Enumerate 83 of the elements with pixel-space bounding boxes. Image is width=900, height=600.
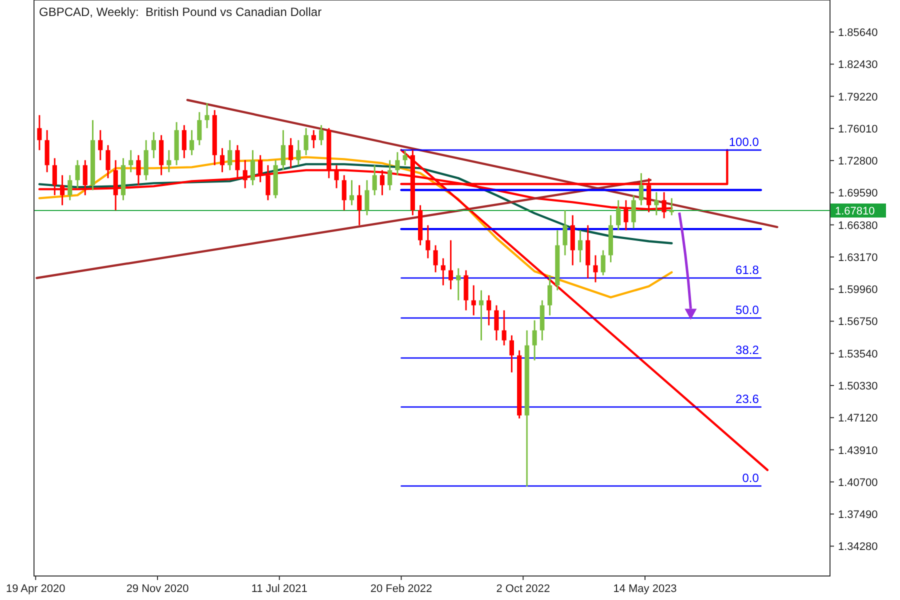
candlestick <box>166 149 172 173</box>
y-tick-label: 1.37490 <box>838 509 878 522</box>
candlestick <box>578 229 583 264</box>
candlestick <box>318 124 324 146</box>
candlestick <box>250 149 256 186</box>
candlestick <box>190 129 194 156</box>
candlestick <box>357 184 362 226</box>
candlestick <box>60 174 65 206</box>
candlestick <box>388 159 392 191</box>
candlestick <box>600 250 606 276</box>
series-label: 38.2 <box>736 342 760 357</box>
candlestick <box>448 240 454 290</box>
y-tick-label: 1.47120 <box>838 412 878 425</box>
x-tick-label: 2 Oct 2022 <box>496 583 550 595</box>
candlestick <box>37 114 42 151</box>
candlestick <box>98 129 103 161</box>
candlestick <box>128 149 134 173</box>
candlestick <box>440 258 446 286</box>
y-tick-label: 1.40700 <box>838 476 878 489</box>
x-tick-label: 29 Nov 2020 <box>126 583 189 595</box>
candlestick <box>638 172 644 206</box>
y-tick-label: 1.82430 <box>838 59 878 72</box>
candlestick <box>197 111 202 146</box>
candlestick <box>402 149 408 166</box>
candlestick <box>304 127 308 156</box>
candlestick <box>182 124 186 159</box>
x-tick-label: 11 Jul 2021 <box>251 583 308 595</box>
candlestick <box>395 151 400 176</box>
y-tick-label: 1.56750 <box>838 316 878 328</box>
y-tick-label: 1.72800 <box>838 156 878 168</box>
x-tick-label: 19 Apr 2020 <box>6 583 66 595</box>
y-tick-label: 1.59960 <box>838 284 878 296</box>
x-tick-label: 14 May 2023 <box>613 583 677 595</box>
candlestick <box>562 209 568 256</box>
candlestick <box>494 304 499 342</box>
candlestick <box>532 320 537 362</box>
candlestick <box>593 254 598 284</box>
y-tick-label: 1.79220 <box>838 91 878 104</box>
y-tick-label: 1.34280 <box>838 541 878 554</box>
candlestick <box>349 179 354 206</box>
candlestick <box>204 102 210 129</box>
candlestick <box>220 147 225 173</box>
candlestick <box>433 244 438 274</box>
x-tick-label: 20 Feb 2022 <box>370 583 432 595</box>
candlestick <box>471 284 476 316</box>
candlestick <box>548 274 552 316</box>
candlestick <box>342 174 346 211</box>
candlestick <box>456 268 461 302</box>
y-tick-label: 1.43910 <box>838 444 878 457</box>
candlestick <box>280 129 286 171</box>
candlestick <box>372 164 377 196</box>
candlestick <box>631 194 636 229</box>
y-tick-label: 1.50330 <box>838 380 878 392</box>
candlestick <box>478 290 484 342</box>
y-tick-label: 1.69590 <box>838 188 878 200</box>
y-tick-label: 1.76010 <box>838 123 878 136</box>
series-label: 50.0 <box>736 303 760 318</box>
candlestick <box>106 144 110 179</box>
candlestick <box>75 159 80 189</box>
candlestick <box>296 139 301 166</box>
candlestick <box>228 139 232 171</box>
y-tick-label: 1.85640 <box>838 27 878 40</box>
series-label: 23.6 <box>736 392 760 406</box>
y-tick-label: 1.53540 <box>838 348 878 360</box>
candlestick <box>654 191 659 216</box>
candlestick <box>426 224 430 260</box>
line-series <box>38 163 673 244</box>
ref-line-label: 1.67810 <box>835 206 875 218</box>
y-tick-label: 1.66380 <box>838 220 878 232</box>
candlestick <box>151 131 156 159</box>
candlestick <box>616 199 621 231</box>
text: GBPCAD, Weekly: British Pound vs Canadian Dollar <box>39 5 322 19</box>
candlestick <box>288 137 294 169</box>
candlestick <box>68 174 72 201</box>
series-label: 61.8 <box>736 262 760 277</box>
candlestick <box>502 310 506 346</box>
series-label: 100.0 <box>728 135 760 150</box>
candlestick <box>364 179 370 216</box>
y-tick-label: 1.63170 <box>838 252 878 264</box>
candlestick <box>509 334 514 374</box>
candlestick <box>311 129 316 149</box>
series-label: 0.0 <box>742 471 760 486</box>
candlestick <box>486 294 492 326</box>
